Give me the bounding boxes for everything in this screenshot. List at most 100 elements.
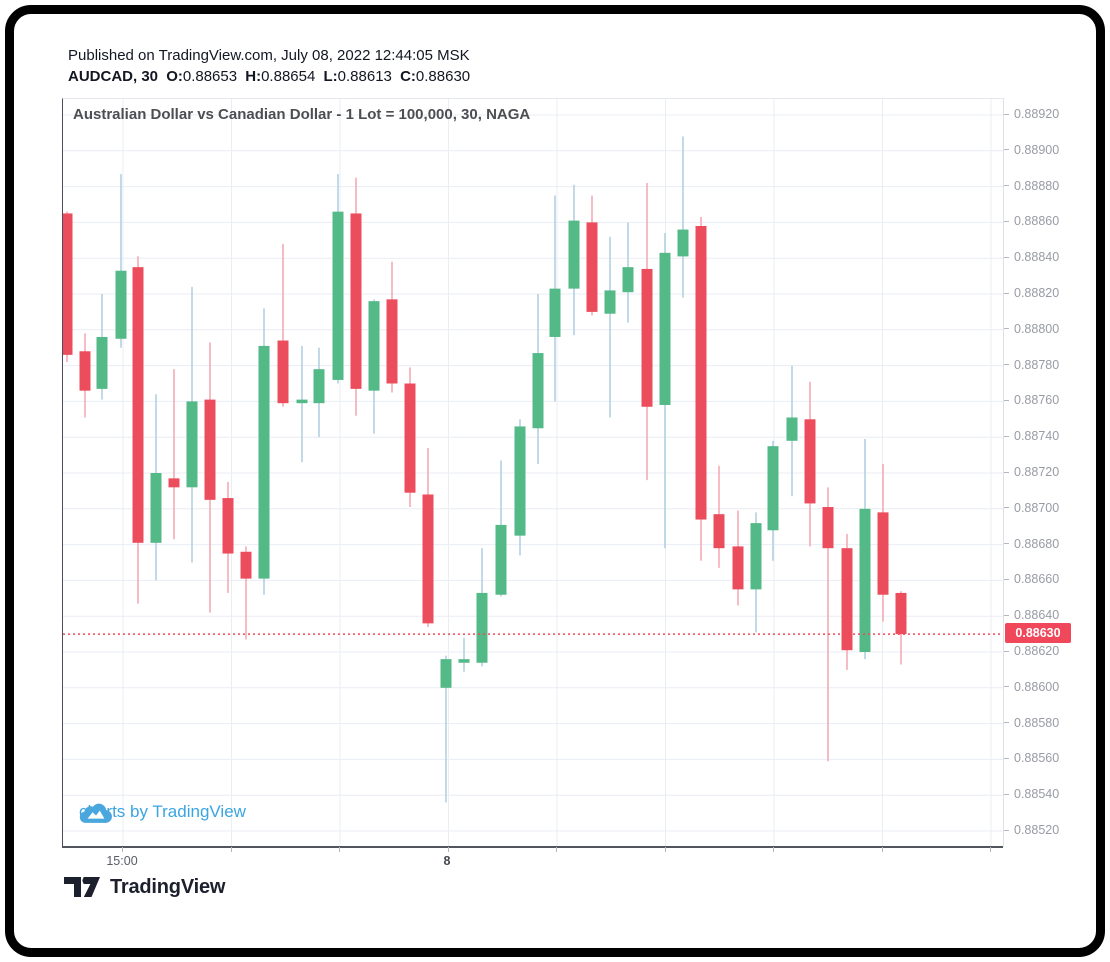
price-tick-text: 0.88860 [1014,214,1060,229]
price-tick-mark [1004,364,1009,366]
price-axis-label: 0.88740 [1004,428,1059,444]
candle-body [204,399,216,500]
candle-body [549,288,561,337]
price-axis-label: 0.88760 [1004,392,1059,408]
candle-body [240,551,252,579]
candle-body [186,401,198,488]
candle-body [895,592,907,635]
open-value: 0.88653 [182,68,238,85]
price-tick-mark [1004,578,1009,580]
time-axis[interactable]: 15:00 8 [62,847,1003,873]
price-axis-label: 0.88880 [1004,178,1059,194]
price-tick-text: 0.88700 [1014,500,1060,515]
chart-title: Australian Dollar vs Canadian Dollar - 1… [73,106,531,123]
price-tick-text: 0.88880 [1014,178,1060,193]
candle-body [641,268,653,407]
last-price-tag: 0.88630 [1005,623,1071,644]
candle-body [115,270,127,339]
candle-body [568,220,580,289]
price-tick-mark [1004,614,1009,616]
low-label: L: [323,68,338,85]
price-tick-mark [1004,399,1009,401]
chart-header: Published on TradingView.com, July 08, 2… [68,46,474,88]
price-tick-text: 0.88780 [1014,357,1060,372]
price-tick-mark [1004,149,1009,151]
symbol-name: AUDCAD, 30 [68,68,159,85]
candle-body [604,290,616,314]
candle-body [422,494,434,624]
price-tick-mark [1004,435,1009,437]
price-tick-text: 0.88580 [1014,715,1060,730]
price-tick-mark [1004,722,1009,724]
price-axis[interactable]: 0.88630 0.88920 0.88900 0.88880 0.88860 0.88… [1003,98,1108,847]
candle-body [877,512,889,595]
time-tick-mark [447,847,449,852]
price-tick-mark [1004,328,1009,330]
close-label: C: [400,68,416,85]
candle-body [659,252,671,405]
price-tick-text: 0.88660 [1014,572,1060,587]
price-axis-label: 0.88820 [1004,285,1059,301]
price-axis-label: 0.88840 [1004,249,1059,265]
price-tick-text: 0.88800 [1014,321,1060,336]
price-axis-label: 0.88780 [1004,357,1059,373]
time-tick-mark [773,847,774,852]
price-axis-label: 0.88860 [1004,213,1059,229]
time-tick-mark [556,847,557,852]
candle-body [750,523,762,590]
tradingview-logo-icon [64,876,100,897]
tradingview-watermark[interactable]: charts by TradingView [79,802,246,823]
price-tick-mark [1004,292,1009,294]
price-tick-text: 0.88680 [1014,536,1060,551]
candle-body [841,548,853,651]
candle-body [63,213,73,355]
price-axis-label: 0.88920 [1004,106,1059,122]
candle-body [859,508,871,652]
candle-body [677,229,689,257]
time-tick-mark [339,847,340,852]
price-tick-text: 0.88720 [1014,465,1060,479]
time-tick-mark [881,847,883,852]
candle-body [822,507,834,549]
candle-body [386,299,398,384]
close-value: 0.88630 [415,68,471,85]
time-tick-mark [122,847,123,852]
cloud-logo-icon [79,803,112,823]
price-tick-mark [1004,829,1009,831]
high-label: H: [245,68,262,85]
watermark-text: charts by TradingView [79,802,246,821]
price-axis-label: 0.88620 [1004,643,1059,659]
candle-body [79,351,91,391]
candle-body [713,514,725,549]
candle-body [458,659,470,663]
high-value: 0.88654 [261,68,316,85]
price-tick-text: 0.88640 [1014,608,1060,623]
price-tick-text: 0.88600 [1014,679,1060,694]
price-tick-mark [1004,113,1009,115]
price-axis-label: 0.88600 [1004,679,1059,695]
candle-body [222,498,234,554]
candle-body [495,524,507,595]
candlestick-plot[interactable]: Australian Dollar vs Canadian Dollar - 1… [62,98,1003,848]
candle-body [368,301,380,391]
candle-body [132,267,144,543]
price-axis-label: 0.88720 [1004,464,1059,480]
price-axis-label: 0.88700 [1004,500,1059,516]
candle-body [786,417,798,441]
candlestick-chart [63,99,1003,846]
symbol-ohlc-line: AUDCAD, 30 O:0.88653 H:0.88654 L:0.88613… [68,66,474,88]
candle-body [150,473,162,543]
candle-body [622,267,634,293]
price-axis-label: 0.88540 [1004,786,1059,802]
published-line: Published on TradingView.com, July 08, 2… [68,47,470,64]
price-tick-text: 0.88840 [1014,250,1060,265]
price-tick-mark [1004,650,1009,652]
low-value: 0.88613 [337,68,392,85]
price-axis-label: 0.88680 [1004,536,1059,552]
candle-body [586,222,598,312]
candle-body [532,353,544,429]
price-axis-label: 0.88660 [1004,571,1059,587]
tradingview-brand-footer[interactable]: TradingView [62,874,225,900]
price-tick-mark [1004,471,1009,473]
candle-body [277,340,289,404]
